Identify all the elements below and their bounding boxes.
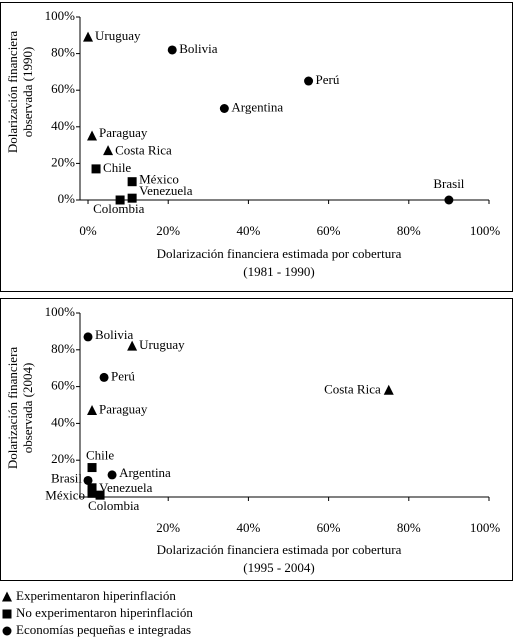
y-tick-label: 80% — [51, 341, 75, 356]
point-label: Venezuela — [99, 480, 153, 495]
y-tick-label: 60% — [51, 81, 75, 96]
point — [107, 470, 117, 480]
x-tick-label: 80% — [397, 520, 421, 535]
point — [115, 195, 125, 205]
point-label: Costa Rica — [324, 381, 381, 396]
x-axis-title: Dolarización financiera estimada por cob… — [157, 542, 402, 557]
point-label: Uruguay — [95, 28, 141, 43]
x-tick-label: 100% — [470, 223, 501, 238]
point-label: Bolivia — [179, 41, 218, 56]
point-label: México — [139, 172, 179, 187]
x-tick-label: 20% — [156, 223, 180, 238]
legend-label: Experimentaron hiperinflación — [16, 588, 176, 603]
point-label: Bolivia — [95, 327, 134, 342]
x-tick-label: 60% — [317, 520, 341, 535]
y-axis-title: Dolarización financiera — [5, 347, 20, 470]
legend-label: No experimentaron hiperinflación — [16, 605, 193, 620]
point — [83, 31, 94, 42]
point — [383, 384, 394, 395]
x-tick-label: 40% — [236, 520, 260, 535]
point-label: Perú — [111, 368, 135, 383]
point — [167, 45, 177, 55]
legend-marker — [2, 626, 12, 636]
point-label: Costa Rica — [115, 143, 172, 158]
y-axis-title: observada (1990) — [20, 47, 35, 138]
point-label: Chile — [86, 448, 114, 463]
point — [304, 76, 314, 86]
point-label: Paraguay — [99, 402, 148, 417]
point — [87, 483, 97, 493]
point-label: Brasil — [433, 176, 464, 191]
point — [103, 145, 114, 156]
legend-label: Economías pequeñas e integradas — [16, 622, 191, 637]
point-label: Brasil — [51, 470, 82, 485]
point — [127, 340, 138, 351]
point-label: Colombia — [93, 201, 145, 216]
y-tick-label: 40% — [51, 118, 75, 133]
x-tick-label: 100% — [470, 520, 501, 535]
point — [99, 372, 109, 382]
legend-marker — [2, 591, 12, 602]
y-tick-label: 0% — [58, 191, 76, 206]
point-label: Argentina — [231, 99, 283, 114]
y-tick-label: 20% — [51, 154, 75, 169]
point-label: Argentina — [119, 465, 171, 480]
point — [83, 332, 93, 342]
point — [87, 488, 97, 498]
point — [83, 475, 93, 485]
panel-frame — [0, 2, 513, 292]
point — [87, 130, 98, 141]
point — [219, 104, 229, 113]
y-tick-label: 60% — [51, 378, 75, 393]
panel-frame — [0, 298, 513, 581]
y-tick-label: 100% — [45, 8, 76, 23]
x-axis-title: (1981 - 1990) — [243, 264, 315, 279]
point-label: México — [45, 487, 85, 502]
x-tick-label: 40% — [236, 223, 260, 238]
x-tick-label: 20% — [156, 520, 180, 535]
point-label: Chile — [103, 160, 131, 175]
y-axis-title: Dolarización financiera — [5, 31, 20, 154]
x-axis-title: Dolarización financiera estimada por cob… — [157, 246, 402, 261]
point-label: Venezuela — [139, 183, 193, 198]
x-axis-title: (1995 - 2004) — [243, 560, 315, 575]
y-tick-label: 100% — [45, 304, 76, 319]
point-label: Paraguay — [99, 125, 148, 140]
point — [444, 195, 454, 205]
point — [127, 177, 137, 187]
point — [87, 405, 98, 416]
y-axis-title: observada (2004) — [20, 363, 35, 454]
point-label: Uruguay — [139, 337, 185, 352]
point-label: Colombia — [88, 498, 140, 513]
y-tick-label: 20% — [51, 451, 75, 466]
x-tick-label: 80% — [397, 223, 421, 238]
x-tick-label: 0% — [79, 223, 97, 238]
point — [91, 164, 101, 174]
legend-marker — [2, 609, 12, 619]
point — [87, 463, 97, 473]
x-tick-label: 60% — [317, 223, 341, 238]
point-label: Perú — [316, 72, 340, 87]
y-tick-label: 40% — [51, 414, 75, 429]
point — [127, 193, 137, 203]
y-tick-label: 80% — [51, 45, 75, 60]
point — [95, 490, 105, 500]
